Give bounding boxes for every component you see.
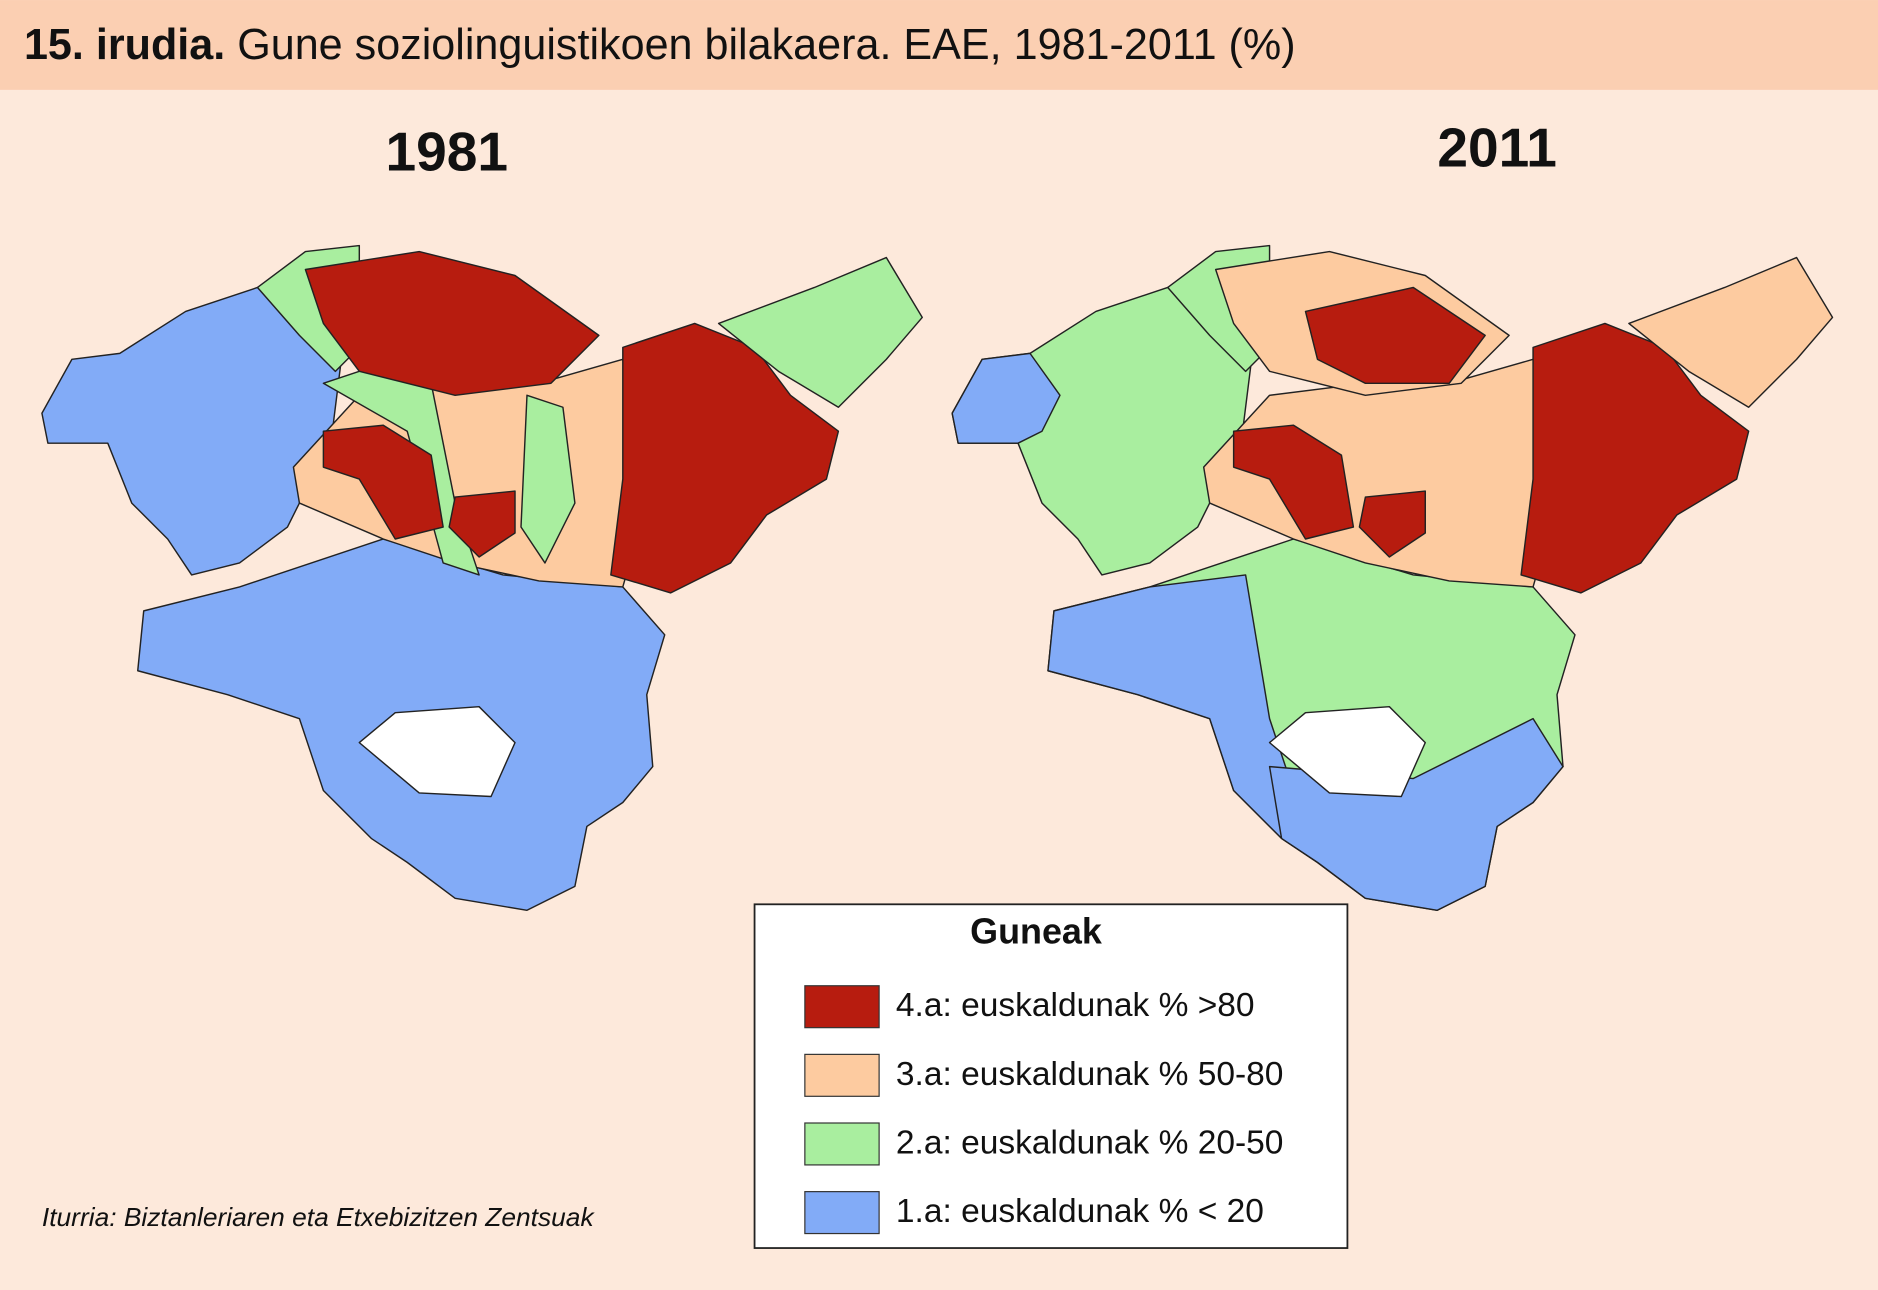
legend-label: 1.a: euskaldunak % < 20	[896, 1193, 1264, 1230]
map-1981	[41, 244, 923, 912]
region	[1304, 286, 1486, 385]
figure-title: Gune soziolinguistikoen bilakaera. EAE, …	[237, 21, 1295, 69]
legend-label: 2.a: euskaldunak % 20-50	[896, 1124, 1284, 1161]
legend-title: Guneak	[970, 911, 1103, 952]
source: Iturria: Biztanleriaren eta Etxebizitzen…	[42, 1202, 596, 1232]
legend-label: 3.a: euskaldunak % 50-80	[896, 1056, 1284, 1093]
map-title: 1981	[385, 120, 508, 182]
region	[304, 250, 600, 396]
header-band	[0, 0, 1878, 90]
header: 15. irudia. Gune soziolinguistikoen bila…	[24, 21, 1296, 69]
legend-swatch	[804, 985, 880, 1029]
map-title: 2011	[1437, 117, 1557, 179]
legend-swatch	[804, 1122, 880, 1166]
legend-swatch	[804, 1191, 880, 1235]
figure-number: 15. irudia.	[24, 21, 225, 69]
legend-items: 4.a: euskaldunak % >80 3.a: euskaldunak %…	[804, 985, 1284, 1235]
legend-label: 4.a: euskaldunak % >80	[896, 987, 1255, 1024]
map-2011	[951, 244, 1834, 912]
legend-swatch	[804, 1053, 880, 1097]
